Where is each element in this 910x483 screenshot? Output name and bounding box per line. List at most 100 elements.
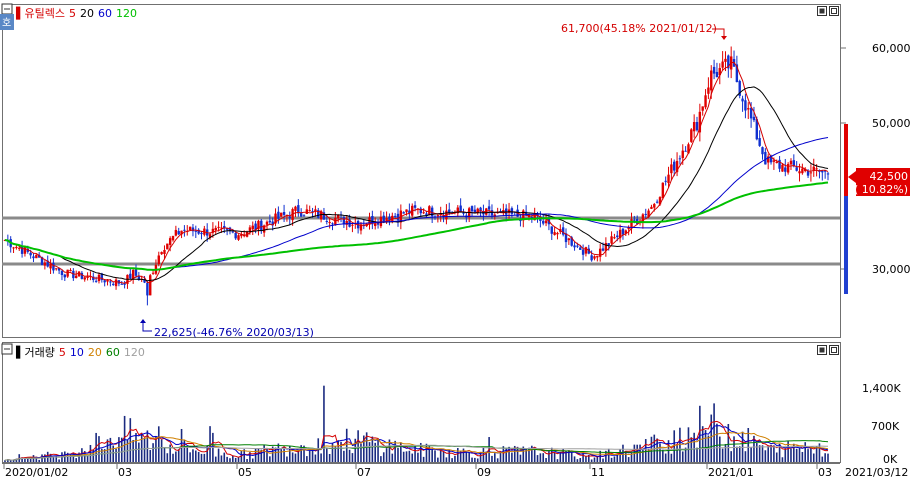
volume-bar — [55, 455, 58, 462]
vol-legend-ma-120: 120 — [124, 346, 145, 359]
candle-body — [26, 248, 29, 252]
volume-bar — [556, 459, 559, 462]
volume-bar — [223, 452, 226, 462]
current-price-bar-down — [844, 196, 848, 294]
volume-bar — [818, 443, 821, 462]
candle-body — [667, 174, 670, 183]
candle-body — [596, 255, 599, 258]
candle-body — [476, 208, 479, 213]
candle-body — [761, 147, 764, 155]
candle-body — [633, 219, 636, 221]
volume-bar — [550, 447, 553, 462]
candle-body — [197, 229, 200, 234]
volume-bar — [465, 452, 468, 462]
y-tick-50000: 50,000 — [872, 117, 910, 130]
candle-body — [553, 232, 556, 235]
volume-bar — [120, 437, 123, 462]
volume-bar — [72, 453, 75, 462]
volume-bar — [75, 458, 77, 462]
volume-bar — [718, 436, 721, 462]
candle-body — [299, 213, 303, 217]
candle-body — [288, 216, 291, 219]
volume-bar — [428, 446, 431, 462]
volume-bar — [143, 438, 146, 462]
candle-body — [778, 159, 781, 169]
candle-body — [371, 216, 374, 225]
candle-body — [710, 70, 713, 91]
candle-body — [749, 107, 753, 119]
volume-bar — [496, 458, 499, 462]
candle-body — [576, 245, 579, 247]
volume-bar — [160, 439, 163, 462]
volume-bar — [343, 450, 345, 462]
volume-bar — [92, 449, 95, 462]
candle-body — [325, 221, 328, 223]
high-annotation-arrow — [712, 28, 725, 37]
candle-body — [561, 227, 565, 235]
vol-ma-120-line — [4, 444, 828, 461]
volume-bar — [607, 448, 610, 462]
candle-body — [277, 211, 280, 219]
candle-body — [308, 210, 311, 212]
candle-body — [624, 230, 628, 234]
volume-bar — [163, 446, 166, 462]
volume-bar — [744, 451, 747, 462]
volume-bar — [58, 459, 60, 462]
volume-bar — [448, 449, 451, 462]
volume-bar — [385, 448, 388, 462]
candle-body — [251, 225, 254, 230]
volume-bar — [562, 448, 564, 462]
volume-legend: ▌거래량 5 10 20 60 120 — [15, 345, 145, 359]
candle-body — [587, 248, 590, 254]
vol-maximize-icon[interactable] — [829, 345, 839, 355]
candle-body — [524, 211, 528, 216]
volume-bar — [86, 455, 89, 462]
volume-moving-averages — [4, 420, 829, 461]
candle-body — [294, 206, 297, 211]
candle-body — [462, 212, 465, 214]
volume-bar — [790, 448, 792, 462]
volume-bar — [693, 432, 695, 462]
candle-body — [46, 260, 49, 267]
candle-body — [772, 160, 776, 162]
volume-bar — [371, 436, 374, 462]
candle-body — [57, 267, 61, 271]
volume-bar — [388, 439, 391, 462]
volume-bar — [192, 449, 194, 462]
candle-body — [598, 248, 602, 257]
volume-bar — [459, 450, 462, 462]
candle-body — [314, 209, 317, 211]
volume-bar — [400, 442, 402, 462]
candle-body — [18, 247, 21, 249]
volume-bar — [699, 405, 701, 462]
candle-body — [231, 231, 235, 233]
volume-bar — [701, 426, 704, 462]
zoom-icon[interactable] — [0, 14, 14, 30]
candle-body — [690, 129, 693, 142]
candle-body — [704, 95, 707, 108]
volume-bar — [354, 438, 357, 462]
zoom-icon-glyph: 호 — [2, 17, 11, 29]
volume-bar — [402, 451, 405, 462]
volume-bar — [639, 444, 641, 462]
volume-bar — [619, 449, 621, 462]
candle-body — [319, 211, 323, 220]
candle-body — [522, 210, 525, 221]
candle-body — [60, 271, 64, 275]
maximize-icon[interactable] — [829, 6, 839, 16]
candle-body — [789, 160, 793, 165]
y-tick-60000: 60,000 — [872, 42, 910, 55]
volume-bar — [24, 458, 26, 462]
candle-body — [43, 262, 47, 266]
vol-minimize-icon-fill — [819, 347, 825, 353]
volume-bar — [29, 458, 32, 462]
x-axis-labels: 2020/01/02 03 05 07 09 11 2021/01 03 202… — [5, 466, 908, 479]
volume-bar — [377, 438, 379, 462]
volume-bar — [687, 427, 690, 462]
volume-bar — [243, 449, 246, 462]
candle-body — [396, 213, 400, 221]
volume-bar — [419, 442, 422, 462]
candle-body — [616, 235, 619, 238]
volume-bar — [681, 451, 684, 462]
volume-bar — [519, 454, 522, 462]
